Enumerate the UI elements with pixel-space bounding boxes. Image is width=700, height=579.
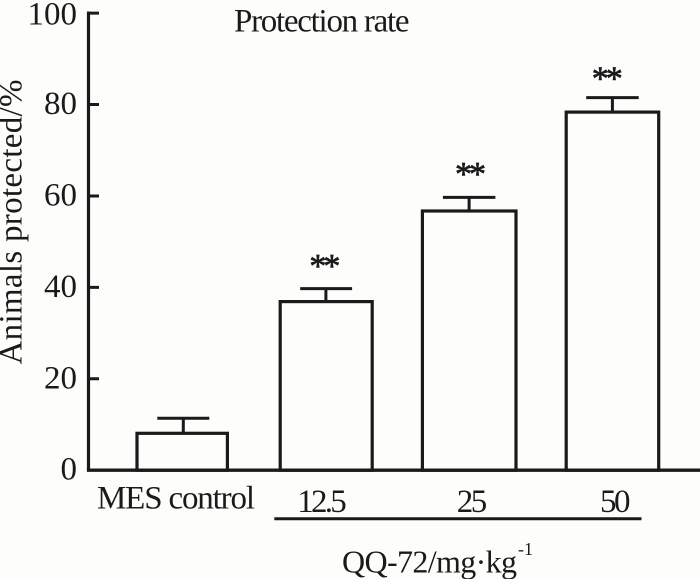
svg-text:**: ** (309, 248, 339, 285)
svg-text:80: 80 (44, 86, 77, 122)
svg-text:**: ** (455, 156, 485, 193)
svg-text:60: 60 (44, 178, 77, 214)
svg-text:20: 20 (44, 360, 77, 396)
svg-text:Animals protected/%: Animals protected/% (0, 80, 30, 365)
svg-text:**: ** (592, 61, 622, 98)
svg-text:Protection rate: Protection rate (234, 4, 410, 40)
svg-text:100: 100 (28, 0, 78, 33)
svg-text:QQ-72/mg·kg: QQ-72/mg·kg (342, 544, 517, 579)
svg-text:MES control: MES control (97, 481, 255, 517)
svg-text:25: 25 (457, 484, 488, 520)
svg-text:40: 40 (44, 269, 77, 305)
svg-text:-1: -1 (518, 539, 533, 559)
svg-text:12.5: 12.5 (297, 484, 346, 520)
svg-text:50: 50 (600, 484, 631, 520)
svg-text:0: 0 (61, 452, 78, 488)
